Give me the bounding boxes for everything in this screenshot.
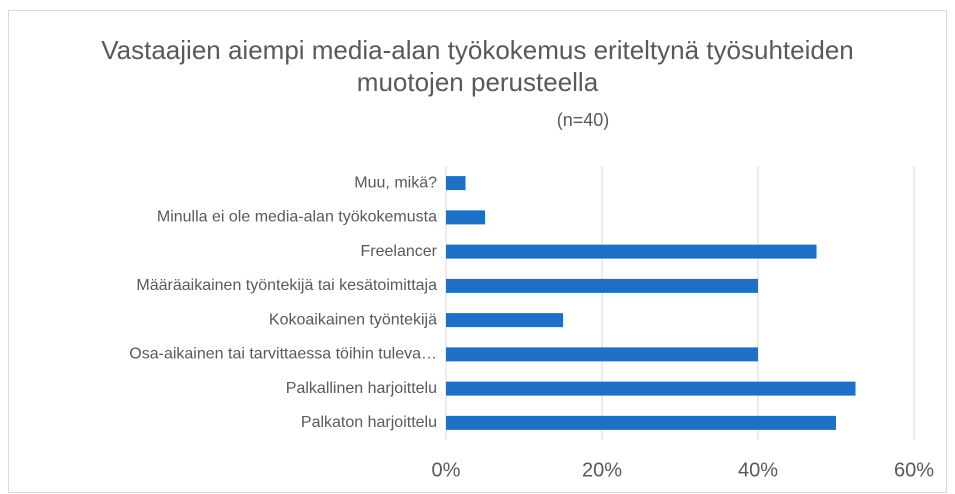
- y-tick-label: Palkallinen harjoittelu: [286, 380, 437, 397]
- x-tick-label: 0%: [432, 459, 461, 481]
- bar: [446, 176, 466, 191]
- y-tick-label: Minulla ei ole media-alan työkokemusta: [157, 209, 437, 226]
- y-tick-label: Palkaton harjoittelu: [301, 414, 437, 431]
- bar: [446, 347, 758, 362]
- chart-border: [8, 10, 947, 493]
- y-tick-label: Osa-aikainen tai tarvittaessa töihin tul…: [129, 346, 437, 363]
- bar: [446, 313, 563, 328]
- chart-subtitle: (n=40): [557, 110, 610, 130]
- x-tick-label: 20%: [582, 459, 622, 481]
- chart-title: Vastaajien aiempi media-alan työkokemus …: [101, 35, 854, 97]
- y-tick-label: Kokoaikainen työntekijä: [269, 311, 437, 328]
- bar: [446, 210, 485, 225]
- bar: [446, 415, 836, 430]
- bar: [446, 244, 817, 259]
- bar: [446, 278, 758, 293]
- y-tick-label: Muu, mikä?: [354, 174, 437, 191]
- y-tick-label: Määräaikainen työntekijä tai kesätoimitt…: [136, 277, 437, 294]
- x-tick-label: 40%: [738, 459, 778, 481]
- x-tick-label: 60%: [894, 459, 934, 481]
- y-tick-label: Freelancer: [361, 243, 438, 260]
- bar: [446, 381, 856, 396]
